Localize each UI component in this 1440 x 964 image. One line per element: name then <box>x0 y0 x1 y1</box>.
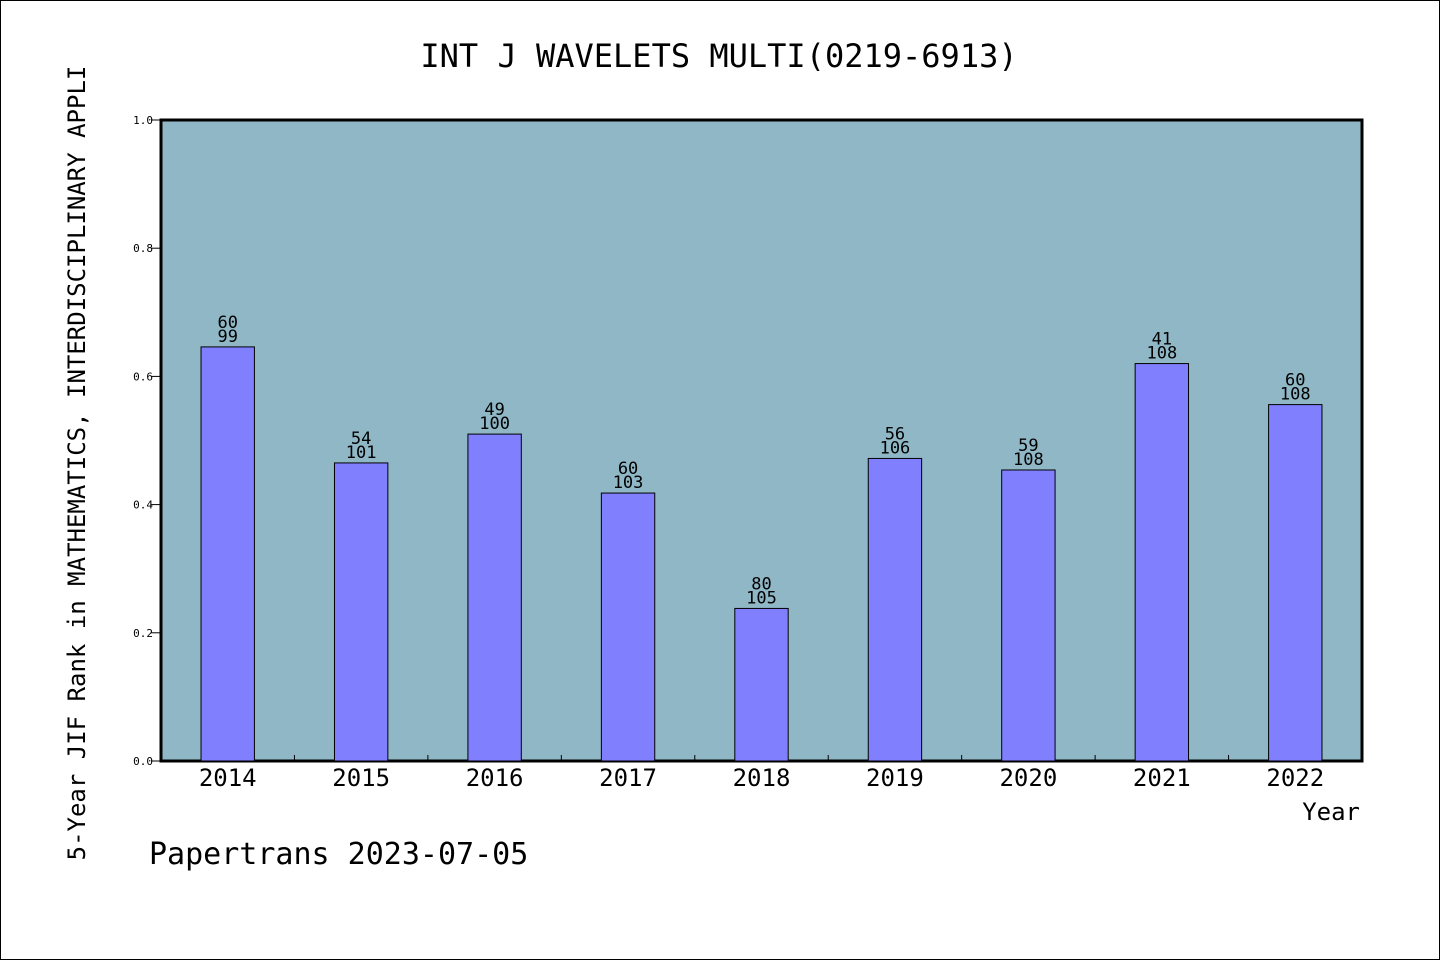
y-tick-label-0.0: 0.0 <box>133 755 153 768</box>
x-tick-label-2018: 2018 <box>733 764 791 792</box>
x-axis-label: Year <box>1302 798 1360 826</box>
chart-title: INT J WAVELETS MULTI(0219-6913) <box>420 37 1017 75</box>
bar-label-bottom-2014: 99 <box>217 327 237 347</box>
bar-label-top-2021: 41 <box>1152 330 1172 350</box>
bar-label-bottom-2020: 108 <box>1013 450 1044 470</box>
y-tick-label-0.4: 0.4 <box>133 499 153 512</box>
bar-2021 <box>1134 363 1190 762</box>
bar-label-bottom-2015: 101 <box>346 443 377 463</box>
bar-label-bottom-2016: 100 <box>479 414 510 434</box>
y-tick-label-0.2: 0.2 <box>133 627 153 640</box>
ticks-group: 2014 2015 2016 2017 2018 2019 2020 2021 2022 0.0 0… <box>133 114 1324 792</box>
bar-label-top-2015: 54 <box>351 429 371 449</box>
x-tick-label-2021: 2021 <box>1133 764 1191 792</box>
x-tick-label-2016: 2016 <box>466 764 524 792</box>
bar-label-top-2018: 80 <box>751 574 771 594</box>
bar-label-bottom-2021: 108 <box>1146 344 1177 364</box>
y-tick-label-1.0: 1.0 <box>133 114 153 127</box>
x-tick-label-2017: 2017 <box>599 764 657 792</box>
x-tick-label-2015: 2015 <box>332 764 390 792</box>
y-axis-label: 5-Year JIF Rank in MATHEMATICS, INTERDIS… <box>63 66 91 861</box>
bar-label-top-2014: 60 <box>217 313 237 333</box>
bar-2017 <box>600 492 656 762</box>
bar-2020 <box>1001 469 1056 762</box>
bar-label-top-2017: 60 <box>618 459 638 479</box>
x-tick-label-2020: 2020 <box>999 764 1057 792</box>
bar-label-bottom-2019: 106 <box>880 438 911 458</box>
bar-2015 <box>333 462 389 762</box>
bar-2019 <box>867 457 923 762</box>
bar-label-top-2019: 56 <box>885 424 905 444</box>
bar-2014 <box>200 346 255 762</box>
y-tick-label-0.6: 0.6 <box>133 370 153 383</box>
x-tick-label-2019: 2019 <box>866 764 924 792</box>
bar-label-top-2016: 49 <box>484 400 504 420</box>
bar-2022 <box>1268 404 1323 762</box>
bar-label-bottom-2018: 105 <box>746 588 777 608</box>
bar-label-bottom-2022: 108 <box>1280 385 1311 405</box>
bar-label-top-2020: 59 <box>1018 436 1038 456</box>
x-tick-label-2022: 2022 <box>1266 764 1324 792</box>
bar-label-bottom-2017: 103 <box>613 473 644 493</box>
x-tick-label-2014: 2014 <box>199 764 257 792</box>
bar-2018 <box>734 607 789 762</box>
y-tick-label-0.8: 0.8 <box>133 242 153 255</box>
bar-2016 <box>467 433 522 762</box>
bar-label-top-2022: 60 <box>1285 371 1305 391</box>
footer-source-date: Papertrans 2023-07-05 <box>149 837 528 872</box>
